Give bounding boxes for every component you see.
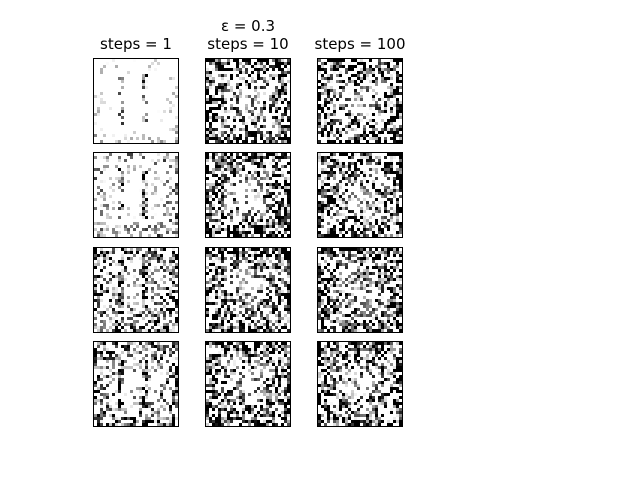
image-panel-r4-c1 (93, 341, 179, 427)
image-panel-r3-c3 (317, 247, 403, 333)
image-panel-r2-c1 (93, 152, 179, 238)
image-panel-r1-c2 (205, 58, 291, 144)
adversarial-image (94, 59, 178, 143)
adversarial-image (318, 153, 402, 237)
column-title-steps-100: steps = 100 (314, 35, 406, 53)
image-panel-r1-c1 (93, 58, 179, 144)
adversarial-image (318, 59, 402, 143)
image-panel-r3-c2 (205, 247, 291, 333)
adversarial-image (318, 342, 402, 426)
adversarial-image (206, 342, 290, 426)
adversarial-image (206, 248, 290, 332)
image-panel-r4-c3 (317, 341, 403, 427)
column-title-steps-1: steps = 1 (100, 35, 172, 53)
adversarial-image (94, 248, 178, 332)
figure-suptitle: ε = 0.3 (220, 17, 276, 35)
adversarial-image (318, 248, 402, 332)
column-title-steps-10: steps = 10 (207, 35, 289, 53)
adversarial-image (206, 153, 290, 237)
image-panel-r4-c2 (205, 341, 291, 427)
adversarial-image (206, 59, 290, 143)
image-panel-r2-c3 (317, 152, 403, 238)
image-panel-r3-c1 (93, 247, 179, 333)
adversarial-image (94, 342, 178, 426)
image-panel-r2-c2 (205, 152, 291, 238)
image-panel-r1-c3 (317, 58, 403, 144)
adversarial-image (94, 153, 178, 237)
